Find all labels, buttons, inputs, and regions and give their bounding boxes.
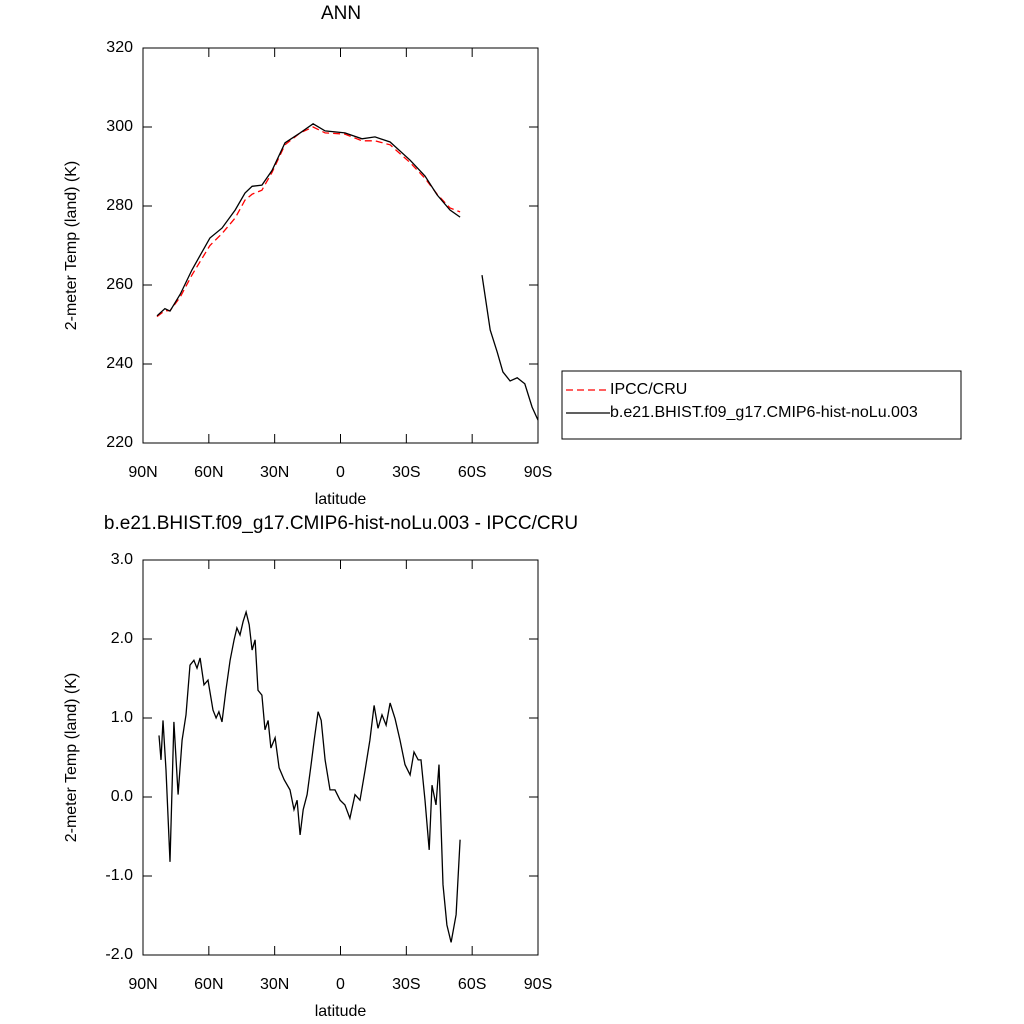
legend-label: IPCC/CRU — [610, 381, 687, 398]
y-tick-label: -1.0 — [105, 867, 133, 884]
x-tick-label: 60S — [458, 464, 486, 481]
x-tick-label: 60S — [458, 976, 486, 993]
y-tick-label: 260 — [106, 276, 133, 293]
x-tick-label: 30S — [392, 464, 420, 481]
data-line — [156, 123, 539, 421]
x-tick-label: 30N — [260, 976, 289, 993]
y-tick-label: 320 — [106, 39, 133, 56]
chart-title: b.e21.BHIST.f09_g17.CMIP6-hist-noLu.003 … — [104, 513, 578, 534]
legend-box — [561, 370, 962, 440]
plot-frame — [142, 47, 539, 444]
y-tick-label: 2.0 — [111, 630, 133, 647]
y-axis-label: 2-meter Temp (land) (K) — [63, 673, 80, 843]
data-line — [158, 609, 461, 943]
y-tick-label: 300 — [106, 118, 133, 135]
x-tick-label: 0 — [336, 464, 345, 481]
x-tick-label: 30S — [392, 976, 420, 993]
y-tick-label: 0.0 — [111, 788, 133, 805]
chart-title: ANN — [321, 3, 361, 24]
y-tick-label: 1.0 — [111, 709, 133, 726]
x-tick-label: 60N — [194, 464, 223, 481]
x-tick-label: 60N — [194, 976, 223, 993]
x-axis-label: latitude — [315, 1003, 367, 1020]
y-tick-label: 240 — [106, 355, 133, 372]
legend-label: b.e21.BHIST.f09_g17.CMIP6-hist-noLu.003 — [610, 404, 918, 421]
x-tick-label: 30N — [260, 464, 289, 481]
x-tick-label: 0 — [336, 976, 345, 993]
x-tick-label: 90N — [128, 976, 157, 993]
x-tick-label: 90S — [524, 464, 552, 481]
y-tick-label: -2.0 — [105, 946, 133, 963]
plot-frame — [142, 559, 539, 956]
x-tick-label: 90S — [524, 976, 552, 993]
x-tick-label: 90N — [128, 464, 157, 481]
x-axis-label: latitude — [315, 491, 367, 508]
y-tick-label: 280 — [106, 197, 133, 214]
data-line — [156, 126, 461, 318]
y-tick-label: 3.0 — [111, 551, 133, 568]
y-tick-label: 220 — [106, 434, 133, 451]
y-axis-label: 2-meter Temp (land) (K) — [63, 161, 80, 331]
